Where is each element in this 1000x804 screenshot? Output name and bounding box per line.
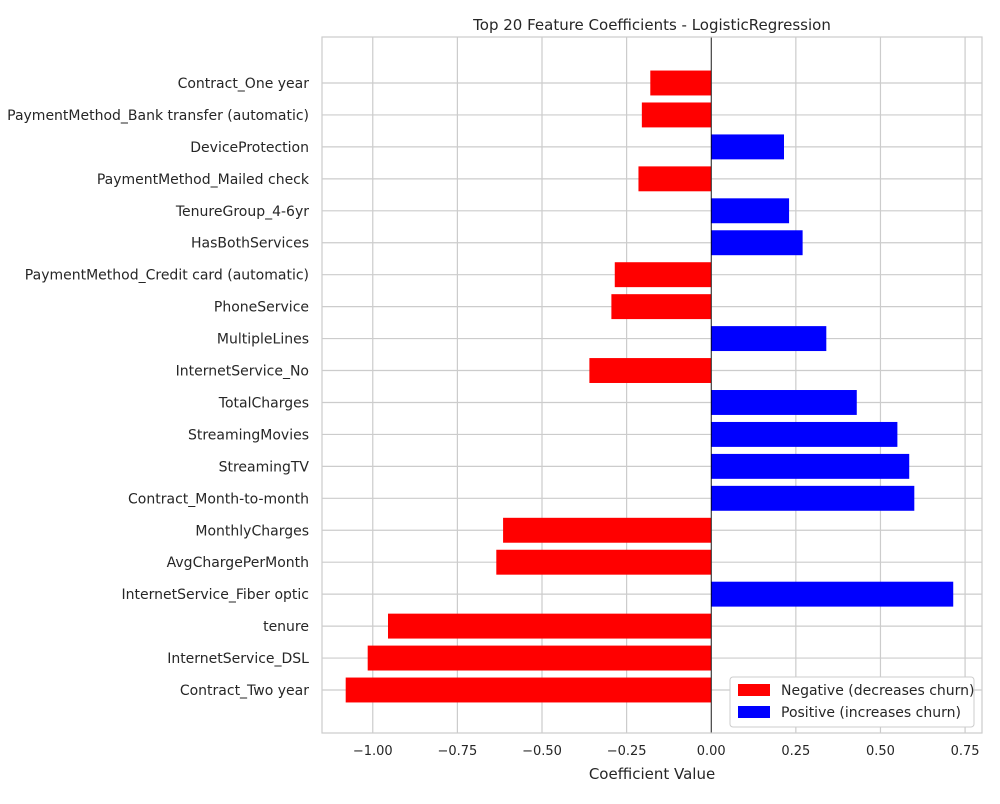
y-tick-label: MonthlyCharges (195, 523, 309, 539)
x-tick-label: −1.00 (353, 744, 393, 759)
y-tick-label: TotalCharges (218, 395, 309, 411)
legend-swatch-positive (738, 706, 770, 718)
bar (711, 134, 784, 160)
bar (711, 198, 790, 224)
x-tick-labels: −1.00 −0.75 −0.50 −0.25 0.00 0.25 0.50 0.75 (353, 744, 980, 759)
legend-box (729, 676, 975, 728)
bar (496, 549, 712, 575)
bar (650, 70, 712, 96)
y-tick-label: Contract_Month-to-month (128, 491, 309, 507)
bar (711, 326, 827, 352)
x-tick-label: 0.75 (951, 744, 980, 759)
bar (711, 230, 803, 256)
bar (345, 677, 712, 703)
bars (345, 70, 954, 703)
x-axis-label: Coefficient Value (589, 765, 715, 783)
legend-swatch-negative (738, 684, 770, 696)
y-tick-label: StreamingMovies (188, 427, 309, 443)
bar (711, 421, 898, 447)
bar (388, 613, 712, 639)
bar (641, 102, 712, 128)
y-tick-label: InternetService_No (176, 364, 309, 380)
y-tick-label: MultipleLines (217, 332, 309, 348)
y-tick-label: PhoneService (214, 300, 309, 316)
legend: Negative (decreases churn) Positive (inc… (729, 676, 975, 728)
x-tick-label: −0.25 (607, 744, 647, 759)
x-tick-label: 0.50 (866, 744, 895, 759)
y-tick-labels: Contract_One year PaymentMethod_Bank tran… (7, 76, 310, 699)
bar (711, 581, 954, 607)
y-tick-label: HasBothServices (191, 236, 309, 252)
bar (367, 645, 712, 671)
y-tick-label: TenureGroup_4-6yr (175, 204, 309, 220)
y-tick-label: Contract_One year (178, 76, 310, 92)
plot-frame (321, 36, 983, 734)
bar (589, 358, 712, 383)
legend-label-positive: Positive (increases churn) (781, 705, 961, 721)
x-tick-label: 0.25 (781, 744, 810, 759)
bar (611, 294, 712, 320)
y-tick-label: Contract_Two year (180, 683, 309, 699)
y-tick-label: StreamingTV (219, 459, 310, 475)
bar (503, 517, 712, 543)
y-tick-label: InternetService_DSL (167, 651, 309, 667)
bar (638, 166, 712, 192)
bar (614, 262, 712, 288)
y-tick-label: tenure (263, 619, 309, 635)
y-tick-label: InternetService_Fiber optic (122, 587, 310, 603)
y-tick-label: PaymentMethod_Credit card (automatic) (25, 268, 309, 284)
bar (711, 390, 857, 415)
bar (711, 485, 915, 511)
x-tick-label: −0.75 (437, 744, 477, 759)
plot-border (321, 36, 983, 734)
y-tick-label: PaymentMethod_Mailed check (97, 172, 310, 188)
y-tick-label: PaymentMethod_Bank transfer (automatic) (7, 108, 309, 124)
chart-title: Top 20 Feature Coefficients - LogisticRe… (472, 16, 831, 34)
bar (711, 453, 910, 479)
legend-label-negative: Negative (decreases churn) (781, 683, 975, 699)
x-tick-label: −0.50 (522, 744, 562, 759)
x-tick-label: 0.00 (697, 744, 726, 759)
y-tick-label: DeviceProtection (190, 140, 309, 156)
y-tick-label: AvgChargePerMonth (167, 555, 309, 571)
